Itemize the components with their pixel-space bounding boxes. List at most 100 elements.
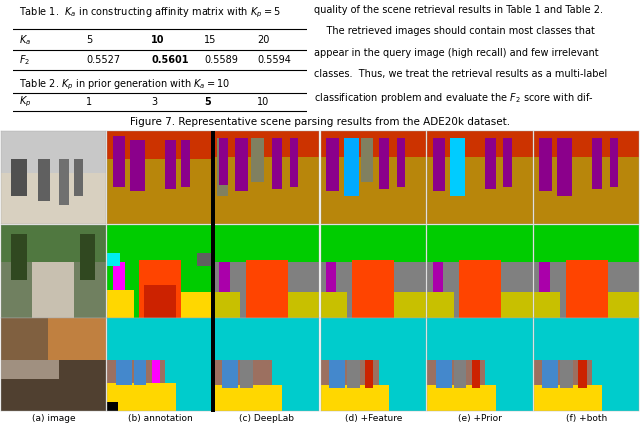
- Bar: [1, 173, 106, 224]
- Text: The retrieved images should contain most classes that: The retrieved images should contain most…: [314, 26, 595, 36]
- Bar: [578, 360, 587, 388]
- Bar: [108, 290, 134, 318]
- Bar: [472, 360, 480, 388]
- Text: 1: 1: [86, 97, 93, 107]
- Bar: [344, 138, 358, 196]
- Bar: [534, 318, 639, 360]
- Bar: [321, 291, 347, 318]
- Bar: [272, 138, 282, 189]
- Bar: [540, 262, 550, 294]
- Text: $F_2$: $F_2$: [19, 53, 30, 67]
- Bar: [1, 225, 106, 262]
- Bar: [428, 157, 532, 224]
- Text: (c) DeepLab: (c) DeepLab: [239, 414, 294, 423]
- Bar: [1, 262, 106, 318]
- Text: 10: 10: [151, 35, 164, 45]
- Bar: [321, 157, 426, 224]
- Bar: [326, 138, 339, 191]
- Bar: [428, 225, 532, 262]
- Bar: [235, 138, 248, 191]
- Bar: [379, 138, 389, 189]
- Bar: [326, 262, 337, 294]
- Bar: [108, 159, 212, 224]
- Text: (b) annotation: (b) annotation: [127, 414, 193, 423]
- Bar: [321, 385, 389, 411]
- Bar: [501, 262, 532, 318]
- Bar: [543, 360, 558, 388]
- Bar: [214, 291, 241, 318]
- Text: Table 1.  $K_a$ in constructing affinity matrix with $K_p = 5$: Table 1. $K_a$ in constructing affinity …: [19, 6, 280, 20]
- Bar: [534, 225, 639, 262]
- Bar: [451, 138, 465, 196]
- Bar: [11, 159, 27, 196]
- Bar: [501, 291, 532, 318]
- Bar: [74, 159, 83, 196]
- Bar: [48, 318, 106, 360]
- Bar: [361, 138, 373, 182]
- Text: appear in the query image (high recall) and few irrelevant: appear in the query image (high recall) …: [314, 48, 598, 58]
- Bar: [428, 291, 454, 318]
- Bar: [118, 234, 134, 267]
- Text: 5: 5: [86, 35, 93, 45]
- Text: quality of the scene retrieval results in Table 1 and Table 2.: quality of the scene retrieval results i…: [314, 5, 603, 15]
- Bar: [454, 360, 467, 388]
- Text: 0.5594: 0.5594: [257, 55, 291, 65]
- Bar: [108, 383, 176, 411]
- Bar: [1, 360, 106, 411]
- Bar: [428, 360, 485, 411]
- Bar: [113, 262, 125, 294]
- Bar: [321, 262, 352, 318]
- Bar: [436, 360, 452, 388]
- Text: (d) +Feature: (d) +Feature: [345, 414, 402, 423]
- Bar: [59, 159, 69, 205]
- Bar: [428, 131, 532, 157]
- Bar: [394, 291, 426, 318]
- Text: classification problem and evaluate the $F_2$ score with dif-: classification problem and evaluate the …: [314, 91, 593, 105]
- Bar: [186, 234, 202, 267]
- Bar: [485, 360, 532, 411]
- Bar: [108, 360, 165, 411]
- Bar: [329, 360, 345, 388]
- Bar: [534, 262, 566, 318]
- Text: 10: 10: [257, 97, 269, 107]
- Bar: [197, 253, 212, 267]
- Bar: [503, 138, 511, 187]
- Bar: [566, 260, 608, 318]
- Text: 0.5589: 0.5589: [204, 55, 238, 65]
- Bar: [540, 138, 552, 191]
- Bar: [352, 260, 394, 318]
- Bar: [321, 131, 426, 157]
- Bar: [272, 360, 319, 411]
- Text: classes.  Thus, we treat the retrieval results as a multi-label: classes. Thus, we treat the retrieval re…: [314, 69, 607, 79]
- Bar: [139, 260, 181, 318]
- Text: $K_p$: $K_p$: [19, 95, 31, 109]
- Text: $K_a$: $K_a$: [19, 33, 31, 47]
- Bar: [108, 402, 118, 411]
- Bar: [608, 262, 639, 318]
- Bar: [134, 360, 147, 385]
- Bar: [165, 140, 176, 189]
- Bar: [214, 262, 246, 318]
- Bar: [38, 159, 50, 201]
- Text: 15: 15: [204, 35, 216, 45]
- Text: 0.5527: 0.5527: [86, 55, 120, 65]
- Bar: [246, 260, 288, 318]
- Text: 5: 5: [204, 97, 211, 107]
- Bar: [534, 291, 561, 318]
- Bar: [397, 138, 405, 187]
- Bar: [108, 262, 212, 318]
- Text: Figure 7. Representative scene parsing results from the ADE20k dataset.: Figure 7. Representative scene parsing r…: [130, 117, 510, 127]
- Bar: [485, 138, 496, 189]
- Bar: [181, 140, 189, 187]
- Bar: [113, 136, 125, 187]
- Bar: [288, 291, 319, 318]
- Bar: [459, 260, 501, 318]
- Bar: [214, 157, 319, 224]
- Bar: [220, 138, 228, 185]
- Bar: [214, 225, 319, 262]
- Bar: [321, 360, 379, 411]
- Bar: [608, 291, 639, 318]
- Bar: [214, 131, 319, 157]
- Text: 3: 3: [151, 97, 157, 107]
- Text: Table 2. $K_p$ in prior generation with $K_a = 10$: Table 2. $K_p$ in prior generation with …: [19, 77, 230, 92]
